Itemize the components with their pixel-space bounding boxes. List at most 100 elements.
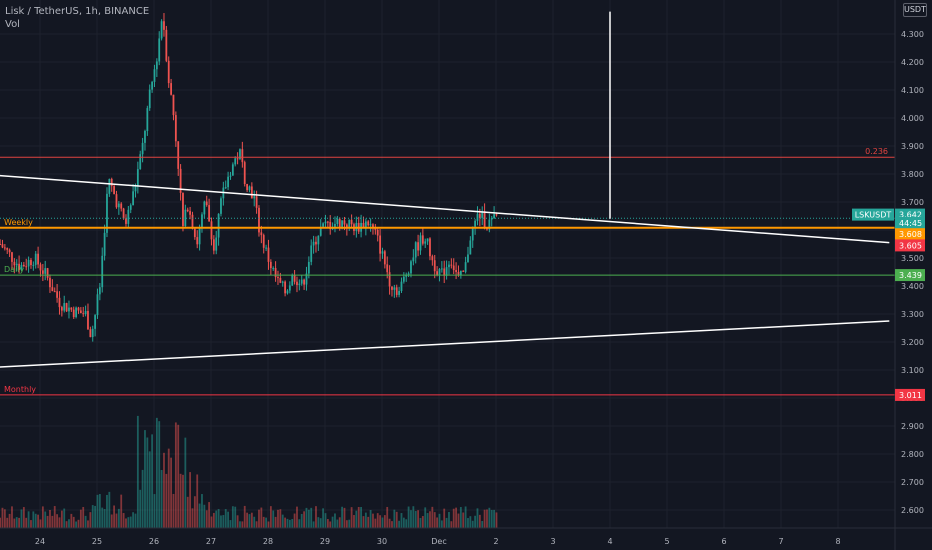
volume-bar xyxy=(391,521,393,528)
volume-bar xyxy=(122,513,125,528)
candle-body xyxy=(122,208,125,219)
candle-body xyxy=(37,253,39,265)
candle-body xyxy=(196,237,199,245)
candle-body xyxy=(58,297,61,308)
volume-bar xyxy=(457,513,460,528)
volume-bar xyxy=(117,508,120,528)
candle-body xyxy=(75,307,77,318)
candle-body xyxy=(65,303,68,312)
volume-bar xyxy=(288,519,291,528)
candle-body xyxy=(345,224,348,228)
volume-bar xyxy=(343,507,346,528)
candle-body xyxy=(417,242,419,251)
volume-bar xyxy=(436,517,438,528)
candle-body xyxy=(158,38,161,62)
price-tag-label: 3.011 xyxy=(899,391,922,400)
volume-bar xyxy=(250,512,253,528)
volume-bar xyxy=(405,519,408,528)
volume-bar xyxy=(386,506,389,528)
volume-bar xyxy=(462,512,465,528)
volume-bar xyxy=(464,506,467,528)
volume-bar xyxy=(75,521,77,528)
volume-bar xyxy=(70,513,73,528)
volume-bar xyxy=(372,513,374,528)
candle-body xyxy=(334,223,336,228)
candle-body xyxy=(288,285,291,291)
price-tag-label: 3.605 xyxy=(899,241,922,250)
volume-bar xyxy=(63,508,66,528)
price-axis-tick-label: 3.200 xyxy=(901,338,924,347)
candle-body xyxy=(319,226,322,236)
volume-bar xyxy=(3,509,6,528)
candle-body xyxy=(455,270,457,272)
currency-button[interactable]: USDT xyxy=(903,3,927,17)
candle-body xyxy=(108,178,111,194)
candle-body xyxy=(210,221,213,240)
symbol-price-tag xyxy=(852,208,894,221)
candle-body xyxy=(369,224,372,226)
volume-bar xyxy=(217,509,220,528)
volume-bar xyxy=(1,507,4,528)
candle-body xyxy=(490,218,493,220)
volume-bar xyxy=(338,517,341,528)
candle-body xyxy=(132,191,134,206)
price-tag-label: 3.608 xyxy=(899,230,922,239)
price-tag-label: 3.439 xyxy=(899,271,922,280)
candle-body xyxy=(383,251,386,265)
volume-bar xyxy=(6,517,9,528)
candle-body xyxy=(153,69,156,82)
candle-body xyxy=(198,227,201,245)
volume-bar xyxy=(25,517,28,528)
candle-body xyxy=(274,268,277,278)
volume-bar xyxy=(58,517,61,528)
candle-body xyxy=(241,149,244,163)
volume-bar xyxy=(163,452,165,528)
candle-body xyxy=(433,260,436,272)
candle-body xyxy=(284,281,286,294)
candle-body xyxy=(476,213,479,221)
volume-bar xyxy=(68,519,70,528)
volume-bar xyxy=(170,457,172,528)
volume-bar xyxy=(474,515,476,528)
volume-bar xyxy=(144,430,146,528)
candle-body xyxy=(426,238,429,242)
candle-body xyxy=(63,303,66,311)
volume-bar xyxy=(486,509,488,528)
candle-body xyxy=(136,169,139,186)
volume-bar xyxy=(208,502,210,528)
volume-bar xyxy=(336,519,339,528)
volume-bar xyxy=(146,437,149,528)
volume-bar xyxy=(410,510,412,528)
ascending-trendline xyxy=(0,320,890,368)
candle-body xyxy=(440,268,443,270)
candle-body xyxy=(215,237,218,251)
candle-body xyxy=(464,262,467,272)
candle-body xyxy=(77,307,80,311)
volume-bar xyxy=(433,512,436,528)
volume-bar xyxy=(113,505,115,528)
candle-body xyxy=(151,81,153,90)
volume-bar xyxy=(267,521,270,528)
volume-bar xyxy=(82,506,85,528)
volume-bar xyxy=(0,517,2,528)
volume-bar xyxy=(141,469,144,528)
candle-body xyxy=(469,240,472,255)
candle-body xyxy=(203,201,206,215)
volume-bar xyxy=(184,437,187,528)
volume-bar xyxy=(84,515,87,528)
candle-body xyxy=(291,274,294,286)
candle-body xyxy=(141,142,144,155)
candle-body xyxy=(15,263,18,266)
volume-bar xyxy=(398,520,400,528)
candle-body xyxy=(343,220,346,225)
volume-bar xyxy=(201,494,203,528)
candle-body xyxy=(148,89,151,109)
volume-bar xyxy=(381,517,384,528)
candle-body xyxy=(13,261,16,266)
volume-bar xyxy=(234,506,237,528)
candle-body xyxy=(436,271,438,276)
time-axis-tick-label: Dec xyxy=(431,537,446,546)
volume-bar xyxy=(402,517,405,528)
candle-body xyxy=(258,207,260,233)
